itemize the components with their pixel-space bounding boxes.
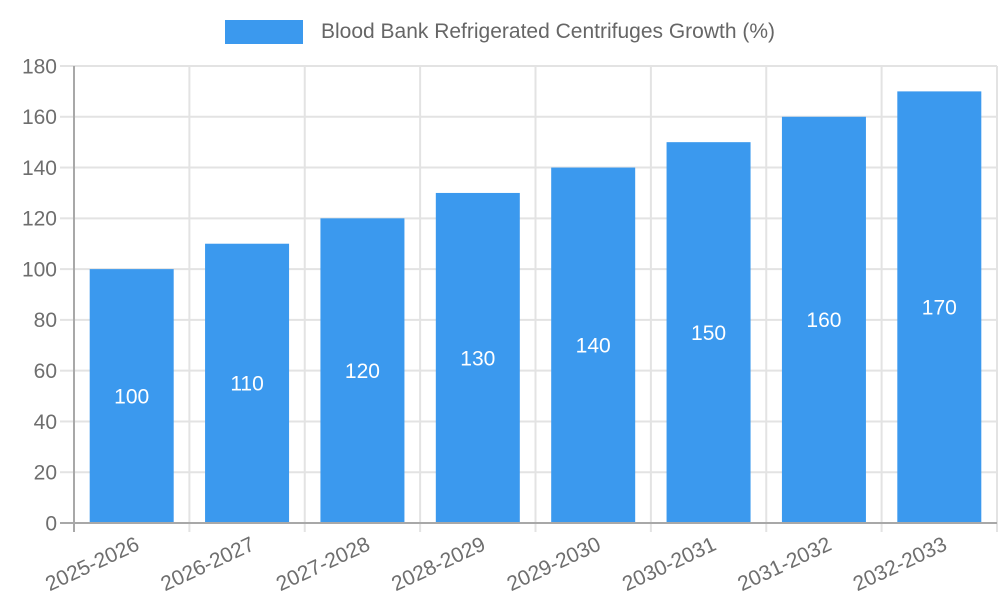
bar	[666, 142, 751, 523]
bar	[89, 269, 174, 523]
y-tick-label: 160	[22, 106, 57, 129]
x-tick-label: 2031-2032	[734, 533, 835, 596]
x-tick-label: 2025-2026	[42, 533, 143, 596]
bar-value-label: 140	[576, 335, 611, 358]
x-tick-label: 2027-2028	[273, 533, 374, 596]
x-tick-label: 2026-2027	[157, 533, 258, 596]
y-tick-label: 0	[45, 512, 57, 535]
bar-value-label: 130	[460, 347, 495, 370]
bar	[435, 192, 520, 523]
y-tick-label: 120	[22, 208, 57, 231]
x-tick-label: 2032-2033	[850, 533, 951, 596]
bar	[551, 167, 636, 524]
bar	[320, 218, 405, 524]
y-tick-label: 100	[22, 258, 57, 281]
y-tick-label: 180	[22, 55, 57, 78]
bar-value-label: 110	[230, 373, 263, 396]
y-tick-label: 80	[34, 309, 57, 332]
bar-value-label: 100	[114, 385, 149, 408]
y-tick-label: 140	[22, 157, 57, 180]
y-tick-label: 60	[34, 360, 57, 383]
bar-value-label: 120	[345, 360, 380, 383]
legend-swatch	[224, 19, 303, 44]
bar	[781, 116, 866, 524]
bar-value-label: 170	[922, 297, 957, 320]
y-tick-label: 40	[34, 411, 57, 434]
x-tick-label: 2030-2031	[619, 533, 720, 596]
legend: Blood Bank Refrigerated Centrifuges Grow…	[0, 19, 1000, 44]
bar	[897, 91, 982, 523]
bar-value-label: 160	[806, 309, 841, 332]
y-tick-label: 20	[34, 462, 57, 485]
bar	[205, 243, 290, 523]
x-tick-label: 2029-2030	[504, 533, 605, 596]
bar-value-label: 150	[691, 322, 726, 345]
x-tick-label: 2028-2029	[388, 533, 489, 596]
legend-label: Blood Bank Refrigerated Centrifuges Grow…	[320, 19, 776, 43]
